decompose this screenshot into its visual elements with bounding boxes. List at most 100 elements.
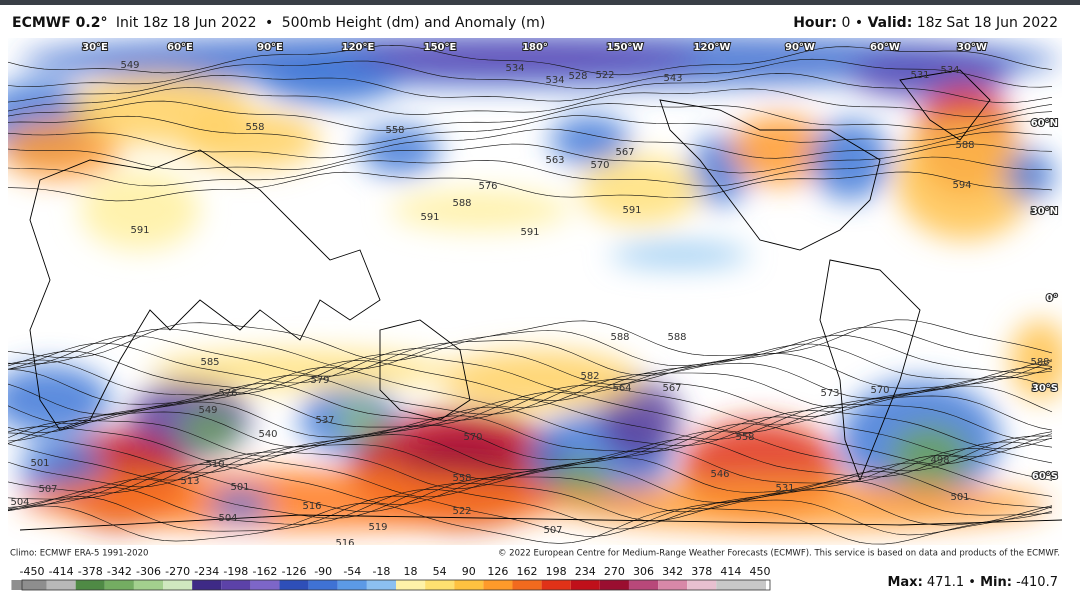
colorbar-label: -378 xyxy=(78,565,103,578)
colorbar-cell xyxy=(483,580,513,590)
anomaly-area xyxy=(890,425,970,485)
contour-label: 588 xyxy=(610,332,629,343)
contour-line xyxy=(8,455,1053,498)
contour-label: 576 xyxy=(478,181,497,192)
contour-label: 534 xyxy=(940,65,959,76)
longitude-label: 120°W xyxy=(694,42,731,53)
contour-line xyxy=(8,326,1053,370)
landmass xyxy=(19,514,1062,531)
contour-label: 563 xyxy=(545,155,564,166)
header-left: ECMWF 0.2° Init 18z 18 Jun 2022 • 500mb … xyxy=(12,15,545,31)
contour-label: 570 xyxy=(870,385,889,396)
contour-label: 537 xyxy=(315,415,334,426)
contour-label: 516 xyxy=(302,501,321,512)
contour-label: 501 xyxy=(30,458,49,469)
contour-line xyxy=(8,447,1053,489)
colorbar-cell xyxy=(658,580,688,590)
colorbar-label: 126 xyxy=(487,565,508,578)
colorbar-label: -306 xyxy=(136,565,161,578)
colorbar-cell xyxy=(221,580,251,590)
colorbar-label: -270 xyxy=(165,565,190,578)
stats: Max: 471.1 • Min: -410.7 xyxy=(887,575,1058,590)
contour-label: 585 xyxy=(200,357,219,368)
colorbar-label: -198 xyxy=(223,565,248,578)
colorbar-label: 234 xyxy=(575,565,596,578)
colorbar-cell xyxy=(425,580,455,590)
anomaly-area xyxy=(440,350,640,410)
contour-line xyxy=(8,391,1053,433)
anomaly-area xyxy=(1005,150,1055,200)
colorbar-label: 414 xyxy=(720,565,741,578)
longitude-label: 90°E xyxy=(257,42,283,53)
init: Init 18z 18 Jun 2022 xyxy=(116,15,257,31)
contour-line xyxy=(8,398,1053,442)
colorbar-cell xyxy=(250,580,280,590)
latitude-label: 0° xyxy=(1046,293,1058,304)
contour-label: 504 xyxy=(10,497,29,508)
contour-label: 549 xyxy=(120,60,139,71)
separator: • xyxy=(855,15,863,31)
contour-label: 516 xyxy=(335,538,354,549)
colorbar-label: -414 xyxy=(49,565,74,578)
colorbar-label: 54 xyxy=(433,565,447,578)
contour-line xyxy=(8,471,1053,513)
hour-label: Hour: xyxy=(793,15,837,31)
anomaly-area xyxy=(600,380,680,460)
valid-label: Valid: xyxy=(868,15,913,31)
colorbar-cell xyxy=(687,580,717,590)
map: 30°E 60°E 90°E 120°E 150°E 180° 150°W 120°W 90°W… xyxy=(8,38,1062,549)
anomaly-area xyxy=(550,480,1050,530)
contour-label: 534 xyxy=(545,75,564,86)
colorbar-cell xyxy=(716,580,766,590)
anomaly-area xyxy=(1010,320,1062,400)
contour-label: 591 xyxy=(622,205,641,216)
contour-label: 579 xyxy=(310,375,329,386)
landmass xyxy=(379,319,471,421)
contour-line xyxy=(8,115,1053,146)
colorbar-cell xyxy=(366,580,396,590)
colorbar-cell xyxy=(163,580,193,590)
colorbar-label: 450 xyxy=(750,565,771,578)
contour-line xyxy=(8,350,1053,394)
contour-label: 573 xyxy=(820,388,839,399)
colorbar-cell xyxy=(11,580,47,590)
anomaly-area xyxy=(260,55,400,105)
contour-label: 567 xyxy=(615,147,634,158)
colorbar-label: 342 xyxy=(662,565,683,578)
colorbar-cell xyxy=(46,580,76,590)
contour-label: 522 xyxy=(452,506,471,517)
contour-label: 549 xyxy=(198,405,217,416)
anomaly-area xyxy=(80,170,200,250)
colorbar-label: -162 xyxy=(252,565,277,578)
contour-line xyxy=(8,406,1053,450)
colorbar-cell xyxy=(308,580,338,590)
colorbar-cell xyxy=(133,580,164,590)
colorbar-label: 162 xyxy=(517,565,538,578)
max-label: Max: xyxy=(887,575,922,590)
contour-label: 522 xyxy=(595,70,614,81)
anomaly-area xyxy=(335,402,385,438)
longitude-label: 30°W xyxy=(957,42,987,53)
contour-label: 531 xyxy=(910,70,929,81)
anomaly-area xyxy=(610,243,750,267)
contour-label: 528 xyxy=(568,71,587,82)
contour-label: 582 xyxy=(580,371,599,382)
product: 500mb Height (dm) and Anomaly (m) xyxy=(282,15,546,31)
contour-label: 507 xyxy=(38,484,57,495)
anomaly-area xyxy=(390,190,570,230)
colorbar-frame xyxy=(21,579,771,591)
contour-line xyxy=(8,478,1053,522)
contour-line xyxy=(8,495,1053,537)
contour-label: 558 xyxy=(385,125,404,136)
latitude-label: 60°N xyxy=(1031,118,1058,129)
valid: 18z Sat 18 Jun 2022 xyxy=(917,15,1058,31)
longitude-label: 150°W xyxy=(607,42,644,53)
anomaly-area xyxy=(580,155,700,225)
contour-label: 501 xyxy=(950,492,969,503)
contour-label: 591 xyxy=(130,225,149,236)
latitude-label: 60°S xyxy=(1032,471,1058,482)
contour-line xyxy=(8,487,1053,530)
contour-label: 588 xyxy=(452,198,471,209)
contour-label: 540 xyxy=(258,429,277,440)
